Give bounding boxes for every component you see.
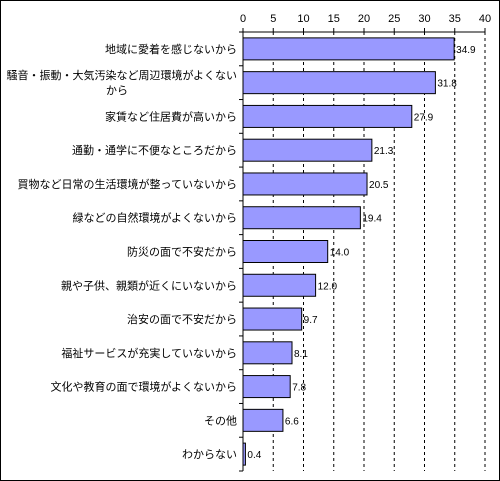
bar — [242, 172, 368, 196]
data-label: 14.0 — [330, 248, 350, 259]
data-label: 34.9 — [456, 45, 476, 56]
bar — [242, 206, 361, 230]
x-tick-label: 20 — [358, 13, 370, 25]
x-tick-label: 30 — [418, 13, 430, 25]
data-label: 9.7 — [304, 315, 318, 326]
x-tick-label: 25 — [388, 13, 400, 25]
bar — [242, 375, 291, 399]
category-label: 福祉サービスが充実していないから — [61, 346, 237, 360]
bar — [242, 307, 303, 331]
category-label: 防災の面で不安だから — [127, 245, 237, 259]
data-label: 12.0 — [318, 281, 338, 292]
bar — [242, 442, 246, 466]
bar — [242, 273, 317, 297]
category-label: 緑などの自然環境がよくないから — [73, 211, 237, 225]
data-label: 7.8 — [292, 383, 306, 394]
data-label: 21.3 — [374, 146, 394, 157]
data-label: 0.4 — [247, 450, 261, 461]
category-label: 騒音・振動・大気汚染など周辺環境がよくない — [7, 68, 237, 82]
x-tick-label: 5 — [270, 13, 276, 25]
data-label: 6.6 — [285, 416, 299, 427]
x-tick-label: 15 — [328, 13, 340, 25]
category-label: 治安の面で不安だから — [127, 312, 237, 326]
category-label: 家賃など住居費が高いから — [105, 109, 237, 123]
category-label: その他 — [204, 414, 237, 427]
x-tick-label: 10 — [297, 13, 309, 25]
bar — [242, 341, 293, 365]
category-label: 買物など日常の生活環境が整っていないから — [18, 177, 237, 191]
category-label: 地域に愛着を感じないから — [105, 42, 237, 56]
x-tick-label: 40 — [479, 13, 491, 25]
bar — [242, 71, 436, 95]
bar — [242, 138, 373, 162]
category-label: わからない — [182, 448, 237, 461]
category-label: 通勤・通学に不便なところだから — [72, 143, 237, 157]
data-label: 20.5 — [369, 180, 389, 191]
data-label: 19.4 — [362, 214, 382, 225]
bar — [242, 37, 455, 61]
x-tick-label: 35 — [449, 13, 461, 25]
data-label: 31.8 — [437, 79, 457, 90]
bar — [242, 104, 413, 128]
category-label: 親や子供、親類が近くにいないから — [61, 278, 237, 292]
bar — [242, 240, 329, 263]
data-label: 8.1 — [294, 349, 308, 360]
data-label: 27.9 — [414, 112, 434, 123]
x-tick-label: 0 — [240, 13, 246, 25]
category-label: 文化や教育の面で環境がよくないから — [51, 380, 237, 394]
category-label: から — [106, 84, 128, 97]
bar — [242, 408, 284, 432]
